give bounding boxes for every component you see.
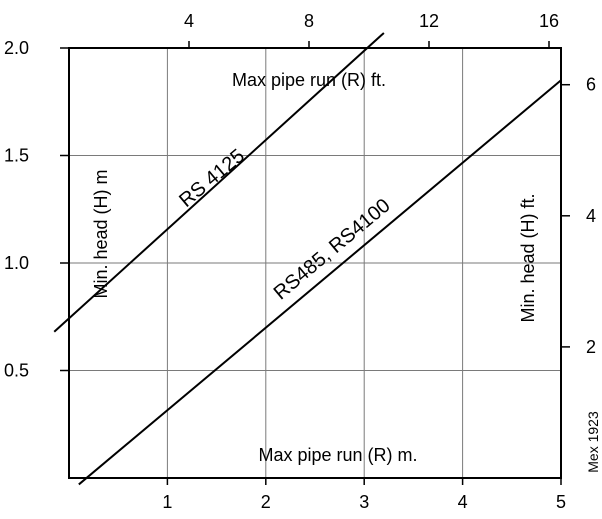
right-axis-title: Min. head (H) ft. xyxy=(518,193,538,322)
tick-label-x-bottom-5: 5 xyxy=(556,492,566,512)
series-line-0 xyxy=(53,32,385,333)
tick-label-y-left-2.0: 2.0 xyxy=(4,38,29,58)
reference-code: Mex 1923 xyxy=(585,411,601,473)
series-line-1 xyxy=(78,79,562,486)
tick-label-y-right-6: 6 xyxy=(586,75,596,95)
series-label-rs4125: RS 4125 xyxy=(175,145,249,212)
series-label-rs485-rs4100: RS485, RS4100 xyxy=(270,195,395,305)
tick-label-y-right-4: 4 xyxy=(586,206,596,226)
tick-label-y-left-0.5: 0.5 xyxy=(4,361,29,381)
tick-label-x-bottom-4: 4 xyxy=(458,492,468,512)
tick-label-y-left-1.5: 1.5 xyxy=(4,146,29,166)
top-axis-title: Max pipe run (R) ft. xyxy=(232,70,386,90)
tick-label-x-top-4: 4 xyxy=(184,11,194,31)
chart-grid xyxy=(69,48,561,478)
tick-label-x-top-12: 12 xyxy=(419,11,439,31)
tick-label-x-bottom-2: 2 xyxy=(261,492,271,512)
tick-label-y-left-1.0: 1.0 xyxy=(4,253,29,273)
tick-label-x-bottom-1: 1 xyxy=(162,492,172,512)
tick-label-x-bottom-3: 3 xyxy=(359,492,369,512)
tick-marks xyxy=(60,41,570,485)
series-lines xyxy=(53,32,562,486)
tick-label-x-top-8: 8 xyxy=(304,11,314,31)
tick-label-y-right-2: 2 xyxy=(586,337,596,357)
left-axis-title: Min. head (H) m xyxy=(91,169,111,298)
bottom-axis-title: Max pipe run (R) m. xyxy=(258,445,417,465)
tick-label-x-top-16: 16 xyxy=(539,11,559,31)
